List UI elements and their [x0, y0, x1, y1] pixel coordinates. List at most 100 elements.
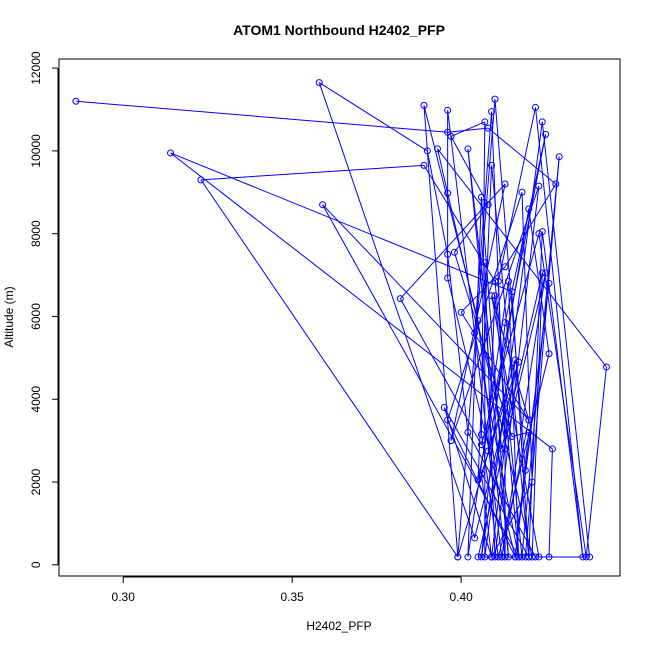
series-segment — [318, 82, 428, 152]
series-segment — [450, 136, 489, 205]
data-point — [444, 128, 452, 136]
plot-area — [72, 79, 610, 561]
data-point — [464, 553, 472, 561]
x-tick-label: 0.40 — [449, 590, 473, 604]
series-segment — [399, 298, 482, 446]
data-point — [525, 416, 533, 424]
data-point — [528, 553, 536, 561]
series-segment — [453, 252, 513, 437]
data-point — [511, 356, 519, 364]
data-point — [477, 441, 485, 449]
series-segment — [487, 127, 557, 185]
data-point — [444, 416, 452, 424]
plot-frame — [58, 58, 621, 577]
data-point — [481, 118, 489, 126]
data-point — [474, 553, 482, 561]
series-segment — [487, 208, 530, 452]
data-point — [197, 176, 205, 184]
data-point — [501, 399, 509, 407]
x-tick-label: 0.30 — [112, 590, 136, 604]
data-point — [477, 430, 485, 438]
data-point — [444, 250, 452, 258]
series-segment — [467, 148, 509, 558]
data-point — [484, 447, 492, 455]
data-point — [525, 553, 533, 561]
data-point — [477, 470, 485, 478]
series-segment — [426, 150, 449, 255]
data-point — [447, 437, 455, 445]
chart-title: ATOM1 Northbound H2402_PFP — [233, 22, 445, 38]
series-segment — [585, 366, 607, 558]
data-point — [538, 118, 546, 126]
data-point — [535, 230, 543, 238]
series-segment — [447, 192, 533, 558]
data-point — [545, 553, 553, 561]
data-point — [491, 553, 499, 561]
data-point — [501, 445, 509, 453]
data-point — [315, 79, 323, 87]
data-point — [488, 161, 496, 169]
data-point — [504, 553, 512, 561]
data-point — [508, 433, 516, 441]
data-point — [454, 553, 462, 561]
series-segment — [480, 197, 509, 557]
data-point — [602, 363, 610, 371]
data-point — [548, 445, 556, 453]
data-point — [542, 130, 550, 138]
data-point — [501, 319, 509, 327]
data-point — [586, 553, 594, 561]
data-point — [72, 97, 80, 105]
data-point — [552, 180, 560, 188]
series-segment — [437, 148, 607, 368]
data-point — [420, 161, 428, 169]
data-point — [538, 228, 546, 236]
series-segment — [484, 121, 543, 558]
data-point — [535, 553, 543, 561]
data-point — [464, 428, 472, 436]
series-segment — [491, 359, 516, 558]
y-axis-label: Altitude (m) — [2, 286, 16, 347]
series-segment — [170, 152, 513, 293]
data-point — [484, 124, 492, 132]
data-point — [440, 404, 448, 412]
data-point — [518, 188, 526, 196]
series-segment — [467, 148, 503, 449]
data-point — [545, 279, 553, 287]
series-segment — [480, 403, 506, 558]
y-tick-label: 6000 — [29, 303, 43, 330]
data-point — [525, 205, 533, 213]
series-segment — [443, 407, 530, 558]
data-point — [471, 534, 479, 542]
data-point — [525, 428, 533, 436]
x-axis: 0.30 0.35 0.40 — [112, 576, 473, 604]
series-segment — [467, 197, 482, 557]
data-point — [474, 317, 482, 325]
y-tick-label: 10000 — [29, 134, 43, 168]
series-segment — [494, 99, 526, 471]
data-point — [423, 147, 431, 155]
series-segment — [480, 473, 493, 558]
data-point — [521, 466, 529, 474]
y-axis: 0 2000 4000 6000 8000 10000 12000 — [29, 51, 59, 568]
series-segment — [497, 353, 550, 558]
data-point — [447, 132, 455, 140]
series-segment — [450, 185, 540, 441]
data-point — [474, 476, 482, 484]
y-tick-label: 0 — [29, 561, 43, 568]
data-point — [498, 445, 506, 453]
x-axis-label: H2402_PFP — [306, 619, 371, 633]
data-point — [319, 201, 327, 209]
x-tick-label: 0.35 — [281, 590, 305, 604]
series-segment — [524, 283, 550, 471]
data-point — [457, 308, 465, 316]
data-point — [471, 329, 479, 337]
series-segment — [491, 481, 533, 558]
data-point — [167, 149, 175, 157]
series-segment — [450, 121, 486, 137]
y-tick-label: 12000 — [29, 51, 43, 85]
data-point — [508, 288, 516, 296]
data-point — [545, 350, 553, 358]
data-point — [528, 478, 536, 486]
data-point — [450, 248, 458, 256]
data-point — [521, 553, 529, 561]
